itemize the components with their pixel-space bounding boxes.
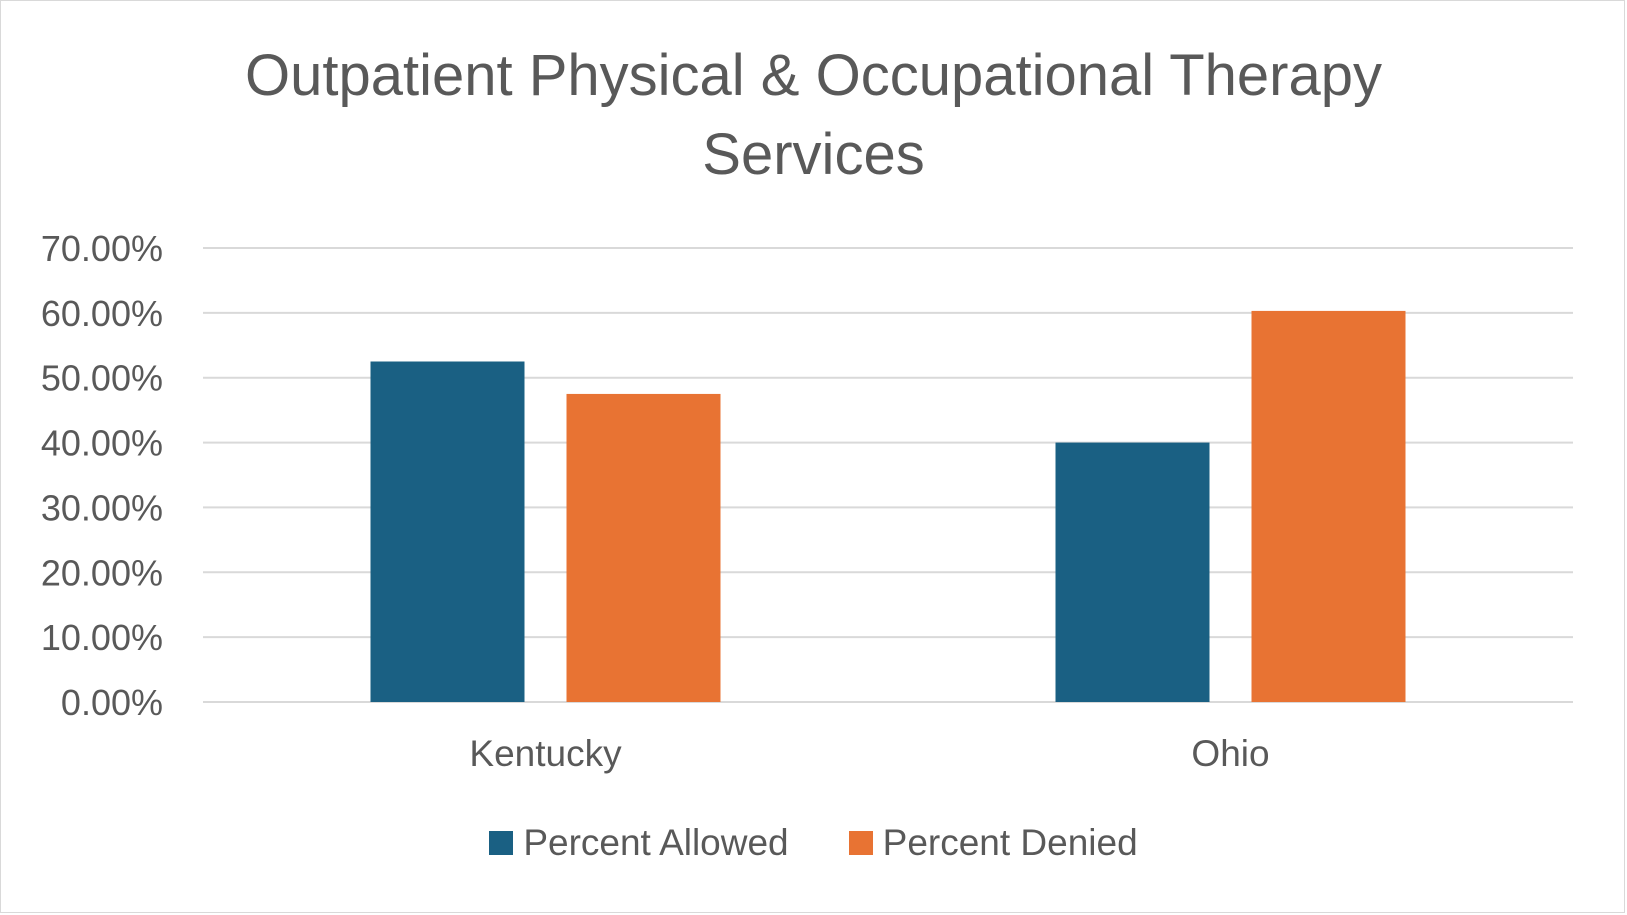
chart-title: Outpatient Physical & Occupational Thera… — [0, 36, 1627, 194]
x-category-label: Kentucky — [469, 733, 622, 774]
legend: Percent Allowed Percent Denied — [0, 822, 1627, 864]
bars — [370, 310, 1406, 702]
y-tick-label: 40.00% — [41, 423, 163, 464]
y-tick-label: 50.00% — [41, 358, 163, 399]
y-tick-label: 70.00% — [41, 228, 163, 269]
bar-percent-denied-kentucky — [566, 393, 721, 702]
legend-swatch-percent-allowed — [489, 831, 514, 855]
x-axis-category-labels: Kentucky Ohio — [469, 733, 1269, 774]
bar-percent-denied-ohio — [1251, 310, 1406, 702]
legend-label-percent-allowed: Percent Allowed — [523, 822, 789, 863]
bar-percent-allowed-ohio — [1055, 442, 1210, 702]
legend-item-percent-denied: Percent Denied — [848, 822, 1138, 864]
y-tick-label: 30.00% — [41, 487, 163, 528]
y-tick-label: 20.00% — [41, 552, 163, 593]
y-tick-label: 10.00% — [41, 617, 163, 658]
y-tick-label: 0.00% — [61, 682, 163, 723]
chart-title-line-1: Outpatient Physical & Occupational Thera… — [244, 43, 1382, 108]
y-axis-tick-labels: 0.00% 10.00% 20.00% 30.00% 40.00% 50.00% 60.00… — [41, 228, 163, 723]
legend-label-percent-denied: Percent Denied — [882, 822, 1138, 863]
legend-item-percent-allowed: Percent Allowed — [489, 822, 789, 864]
y-tick-label: 60.00% — [41, 293, 163, 334]
bar-percent-allowed-kentucky — [370, 361, 525, 702]
legend-swatch-percent-denied — [848, 831, 873, 855]
chart-title-line-2: Services — [702, 122, 925, 187]
x-category-label: Ohio — [1191, 733, 1269, 774]
